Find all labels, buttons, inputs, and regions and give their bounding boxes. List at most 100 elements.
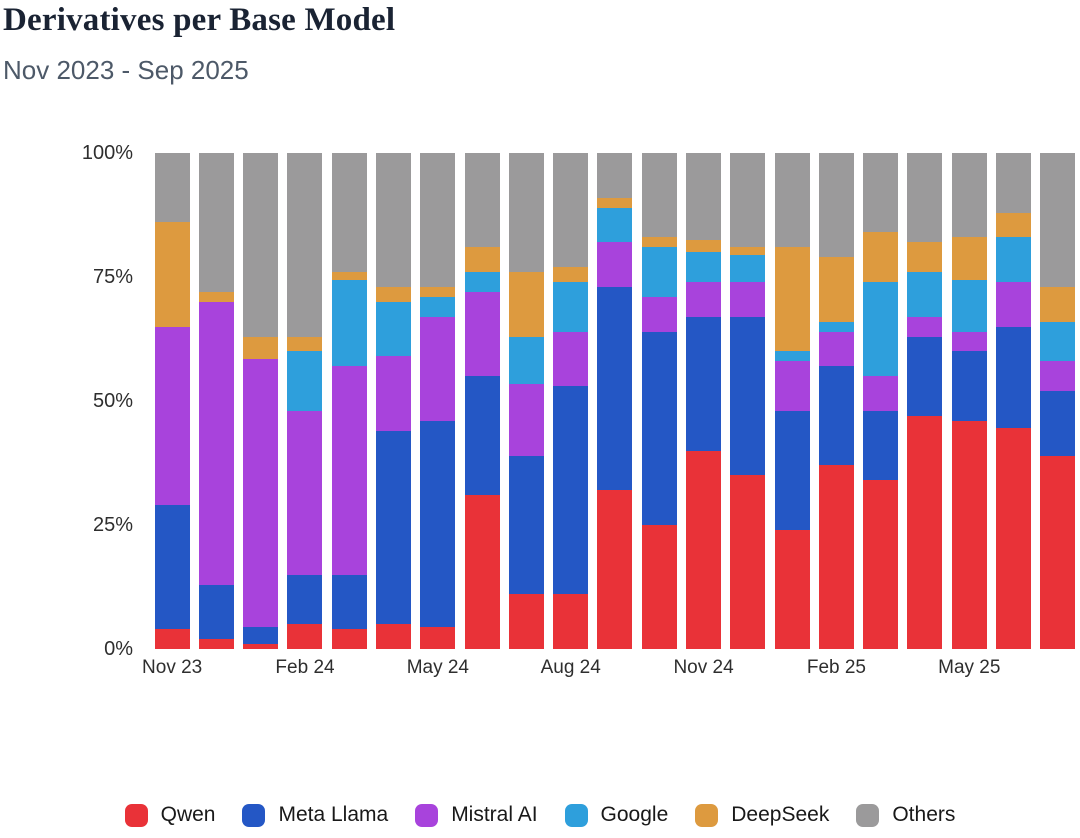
segment-mistral-ai-nov-24 — [686, 281, 722, 317]
segment-meta-llama-mar-25 — [863, 410, 899, 481]
segment-google-sep-24 — [597, 207, 633, 243]
bar-nov-24[interactable] — [686, 153, 722, 649]
bar-jan-25[interactable] — [774, 153, 810, 649]
segment-others-mar-25 — [863, 153, 899, 233]
bar-slot — [726, 153, 770, 649]
segment-meta-llama-oct-24 — [641, 331, 677, 525]
bar-oct-24[interactable] — [641, 153, 677, 649]
bar-jun-25[interactable] — [995, 153, 1031, 649]
segment-deepseek-nov-24 — [686, 239, 722, 253]
segment-others-jun-24 — [464, 153, 500, 248]
bar-dec-24[interactable] — [730, 153, 766, 649]
bar-slot — [903, 153, 947, 649]
bar-slot — [504, 153, 548, 649]
bar-slot — [991, 153, 1035, 649]
bar-dec-23[interactable] — [198, 153, 234, 649]
bar-slot — [371, 153, 415, 649]
chart-subtitle: Nov 2023 - Sep 2025 — [3, 55, 249, 85]
segment-others-may-25 — [951, 153, 987, 238]
segment-mistral-ai-aug-24 — [553, 331, 589, 387]
segment-google-feb-24 — [287, 351, 323, 411]
legend-swatch-mistral-ai — [415, 803, 439, 827]
bar-may-25[interactable] — [951, 153, 987, 649]
segment-mistral-ai-jul-25 — [1040, 361, 1076, 392]
bar-slot — [681, 153, 725, 649]
segment-qwen-oct-24 — [641, 525, 677, 649]
segment-mistral-ai-jun-25 — [995, 281, 1031, 327]
segment-mistral-ai-sep-24 — [597, 242, 633, 287]
segment-google-jul-25 — [1040, 321, 1076, 362]
segment-qwen-nov-23 — [154, 629, 190, 649]
segment-meta-llama-may-25 — [951, 351, 987, 421]
segment-mistral-ai-oct-24 — [641, 296, 677, 332]
legend-item-google[interactable]: Google — [564, 803, 668, 827]
segment-deepseek-jan-25 — [774, 247, 810, 352]
segment-deepseek-feb-24 — [287, 336, 323, 352]
segment-qwen-mar-25 — [863, 480, 899, 649]
x-tick-feb-24: Feb 24 — [275, 657, 335, 678]
legend-item-meta-llama[interactable]: Meta Llama — [242, 803, 388, 827]
segment-mistral-ai-may-25 — [951, 331, 987, 352]
legend-swatch-others — [856, 803, 880, 827]
bar-feb-25[interactable] — [818, 153, 854, 649]
segment-meta-llama-jul-24 — [508, 455, 544, 595]
segment-meta-llama-jul-25 — [1040, 391, 1076, 456]
bar-mar-25[interactable] — [863, 153, 899, 649]
segment-deepseek-apr-24 — [376, 286, 412, 302]
segment-others-feb-24 — [287, 153, 323, 337]
segment-qwen-dec-23 — [198, 639, 234, 649]
segment-mistral-ai-feb-24 — [287, 410, 323, 575]
segment-deepseek-jul-25 — [1040, 286, 1076, 322]
segment-others-feb-25 — [818, 153, 854, 258]
segment-others-aug-24 — [553, 153, 589, 268]
bar-mar-24[interactable] — [331, 153, 367, 649]
segment-qwen-jan-24 — [243, 644, 279, 649]
segment-mistral-ai-jul-24 — [508, 383, 544, 456]
segment-qwen-sep-24 — [597, 490, 633, 649]
segment-mistral-ai-apr-24 — [376, 356, 412, 431]
bar-jun-24[interactable] — [464, 153, 500, 649]
segment-qwen-feb-24 — [287, 624, 323, 649]
legend-item-qwen[interactable]: Qwen — [124, 803, 215, 827]
bar-jan-24[interactable] — [243, 153, 279, 649]
segment-meta-llama-jan-24 — [243, 626, 279, 645]
bar-apr-25[interactable] — [907, 153, 943, 649]
x-tick-may-25: May 25 — [938, 657, 1001, 678]
bar-slot — [194, 153, 238, 649]
segment-qwen-aug-24 — [553, 594, 589, 649]
bar-may-24[interactable] — [420, 153, 456, 649]
segment-others-may-24 — [420, 153, 456, 287]
bar-slot — [770, 153, 814, 649]
segment-google-apr-25 — [907, 272, 943, 317]
bar-aug-24[interactable] — [553, 153, 589, 649]
segment-google-apr-24 — [376, 301, 412, 357]
segment-google-jan-25 — [774, 351, 810, 362]
segment-google-nov-24 — [686, 252, 722, 282]
y-tick-75: 75% — [92, 266, 133, 288]
segment-mistral-ai-dec-24 — [730, 281, 766, 317]
x-tick-feb-25: Feb 25 — [806, 657, 866, 678]
legend-label-meta-llama: Meta Llama — [278, 803, 389, 826]
segment-mistral-ai-apr-25 — [907, 316, 943, 337]
segment-others-jul-25 — [1040, 153, 1076, 287]
segment-google-mar-25 — [863, 281, 899, 377]
bar-feb-24[interactable] — [287, 153, 323, 649]
legend-item-others[interactable]: Others — [856, 803, 955, 827]
bar-nov-23[interactable] — [154, 153, 190, 649]
segment-others-oct-24 — [641, 153, 677, 238]
legend-item-deepseek[interactable]: DeepSeek — [695, 803, 829, 827]
segment-qwen-nov-24 — [686, 450, 722, 649]
legend: Qwen Meta Llama Mistral AI Google DeepSeek Ot… — [0, 803, 1080, 827]
segment-deepseek-feb-25 — [818, 257, 854, 322]
bar-jul-24[interactable] — [508, 153, 544, 649]
segment-deepseek-aug-24 — [553, 267, 589, 282]
legend-item-mistral-ai[interactable]: Mistral AI — [415, 803, 538, 827]
y-tick-100: 100% — [81, 142, 133, 164]
bar-apr-24[interactable] — [376, 153, 412, 649]
segment-mistral-ai-may-24 — [420, 316, 456, 421]
segment-others-dec-23 — [198, 153, 234, 292]
bar-sep-24[interactable] — [597, 153, 633, 649]
segment-deepseek-apr-25 — [907, 242, 943, 273]
bar-slot — [239, 153, 283, 649]
bar-jul-25[interactable] — [1040, 153, 1076, 649]
